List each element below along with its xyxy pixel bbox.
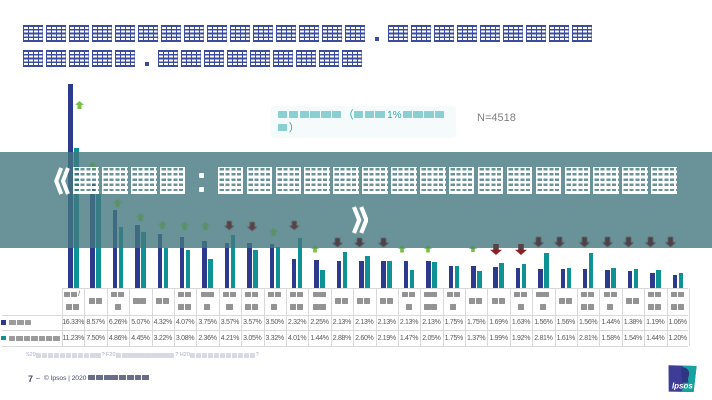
svg-text:Ipsos: Ipsos <box>672 382 693 391</box>
